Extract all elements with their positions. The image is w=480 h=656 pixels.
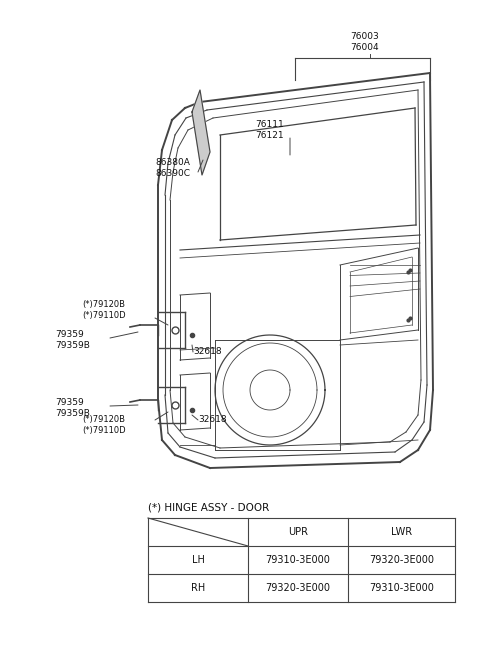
Text: LWR: LWR bbox=[391, 527, 412, 537]
Polygon shape bbox=[192, 90, 210, 175]
Text: (*) HINGE ASSY - DOOR: (*) HINGE ASSY - DOOR bbox=[148, 502, 269, 512]
Text: LH: LH bbox=[192, 555, 204, 565]
Text: UPR: UPR bbox=[288, 527, 308, 537]
Text: RH: RH bbox=[191, 583, 205, 593]
Text: 76003
76004: 76003 76004 bbox=[350, 31, 379, 52]
Text: 32618: 32618 bbox=[198, 415, 227, 424]
Text: 79359
79359B: 79359 79359B bbox=[55, 329, 90, 350]
Text: (*)79120B
(*)79110D: (*)79120B (*)79110D bbox=[82, 300, 126, 320]
Text: 79359
79359B: 79359 79359B bbox=[55, 398, 90, 419]
Text: 32618: 32618 bbox=[193, 348, 222, 356]
Text: 76111
76121: 76111 76121 bbox=[255, 119, 284, 140]
Text: 79320-3E000: 79320-3E000 bbox=[265, 583, 331, 593]
Text: 79320-3E000: 79320-3E000 bbox=[369, 555, 434, 565]
Text: 79310-3E000: 79310-3E000 bbox=[265, 555, 330, 565]
Text: 86380A
86390C: 86380A 86390C bbox=[155, 157, 190, 178]
Text: 79310-3E000: 79310-3E000 bbox=[369, 583, 434, 593]
Text: (*)79120B
(*)79110D: (*)79120B (*)79110D bbox=[82, 415, 126, 436]
